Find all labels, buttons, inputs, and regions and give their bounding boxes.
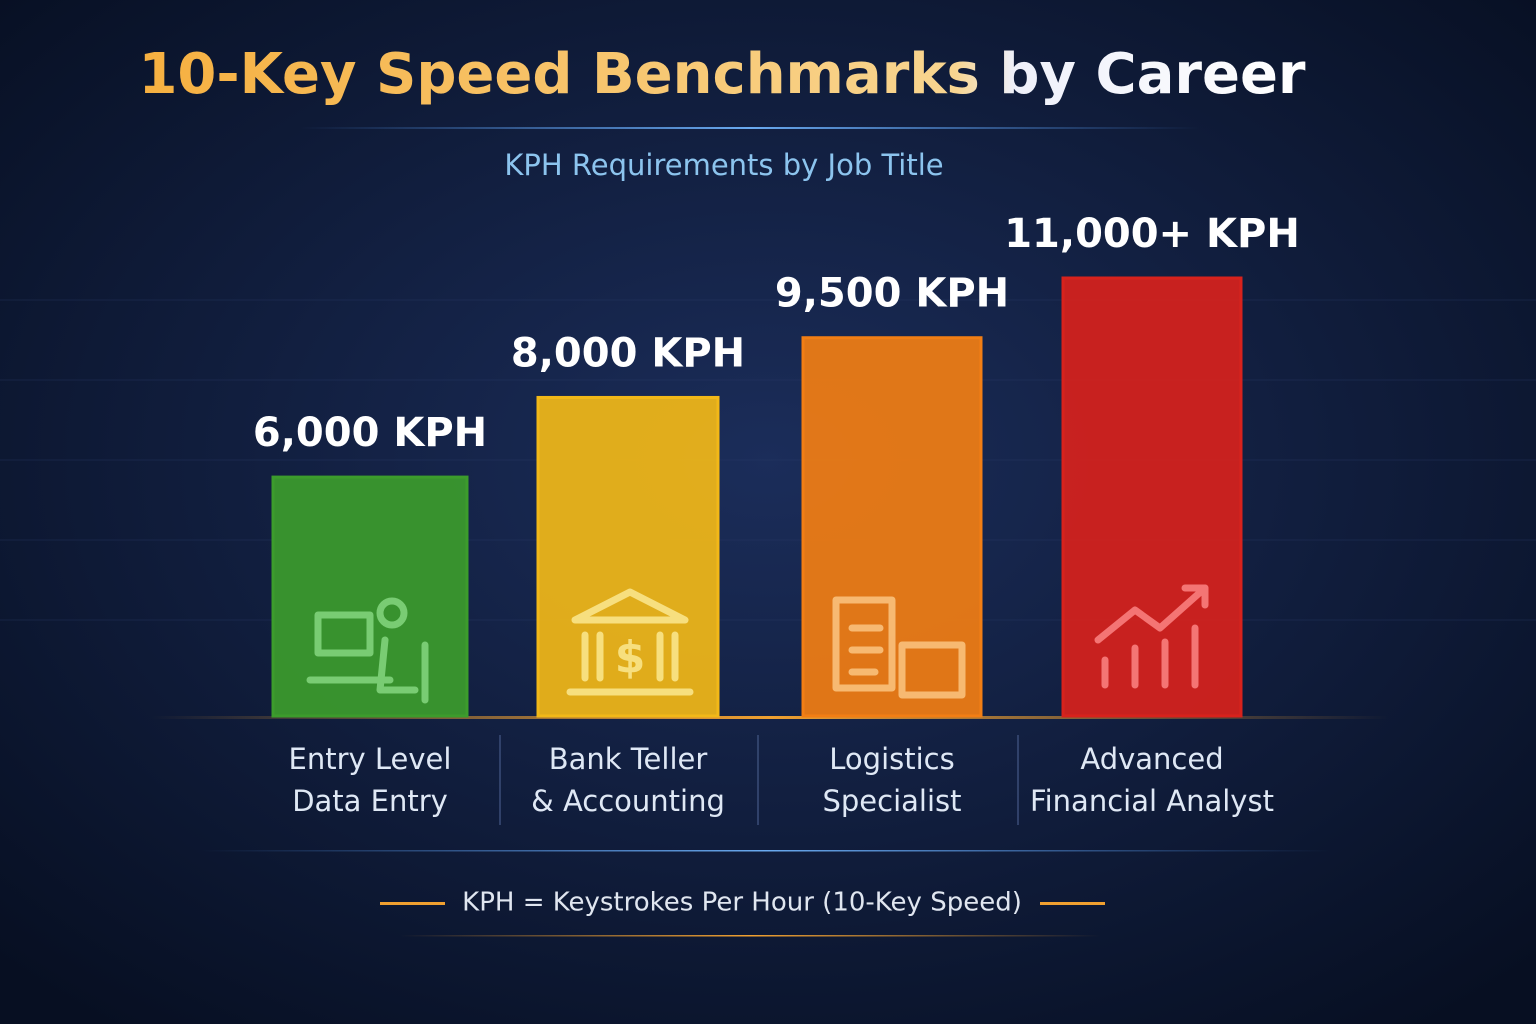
footer-divider [200, 850, 1330, 852]
chart-subtitle: KPH Requirements by Job Title [504, 148, 943, 182]
background-grid [0, 299, 1536, 621]
footnote: KPH = Keystrokes Per Hour (10-Key Speed) [462, 888, 1022, 918]
icon-analyst [1094, 584, 1209, 689]
bar [271, 475, 469, 718]
footer-divider [400, 935, 1100, 937]
category-separators [499, 735, 1019, 825]
value-label: 8,000 KPH [511, 330, 745, 376]
icon-logistics [832, 596, 966, 699]
icon-data-entry [306, 597, 429, 704]
x-tick-label: Bank Teller & Accounting [531, 742, 725, 818]
bar [1061, 276, 1243, 718]
icons: $ [306, 584, 1209, 704]
value-label: 9,500 KPH [775, 271, 1009, 317]
footer-rule [1040, 902, 1105, 905]
x-tick-label: Advanced Financial Analyst [1030, 742, 1274, 818]
svg-text:$: $ [615, 632, 646, 683]
x-tick-label: Logistics Specialist [822, 742, 962, 818]
icon-bank: $ [566, 588, 694, 696]
value-label: 11,000+ KPH [1004, 211, 1300, 257]
footer-rule [380, 902, 445, 905]
chart-title: 10-Key Speed Benchmarks by Career [138, 42, 1305, 107]
x-tick-label: Entry Level Data Entry [288, 742, 452, 818]
baseline [150, 716, 1390, 719]
bar [536, 395, 720, 718]
title-divider [300, 127, 1200, 129]
value-label: 6,000 KPH [253, 410, 487, 456]
